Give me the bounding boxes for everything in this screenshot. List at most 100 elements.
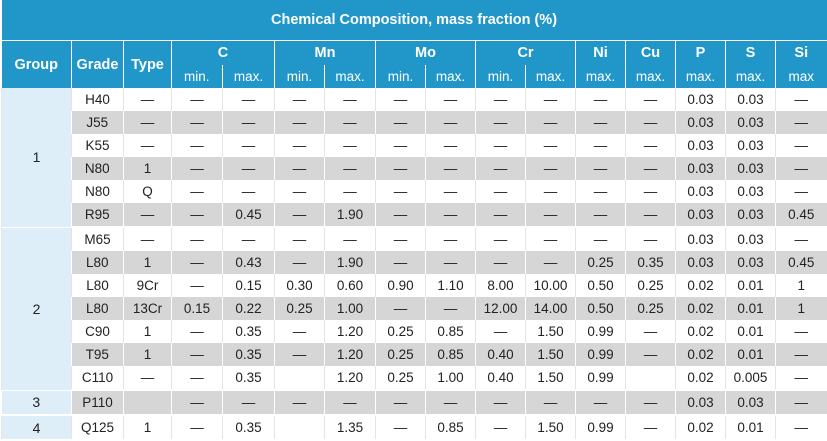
- value-cell: —: [274, 134, 325, 157]
- value-cell: —: [222, 111, 275, 134]
- value-cell: —: [475, 111, 526, 134]
- value-cell: —: [171, 320, 223, 343]
- value-cell: 12.00: [475, 297, 526, 320]
- table-row: R95— —0.45—1.90— — — — — —0.03 0.03 0.45: [2, 203, 827, 228]
- table-row: C110— —0.35 1.20 0.25 1.00 0.40 1.50 0.99 0.02 0.…: [2, 366, 827, 391]
- value-cell: 0.02: [675, 343, 726, 366]
- value-cell: —: [475, 157, 526, 180]
- value-cell: 1.00: [425, 366, 476, 391]
- value-cell: —: [274, 320, 325, 343]
- value-cell: —: [274, 390, 325, 416]
- mn-min-header: min.: [274, 65, 325, 88]
- value-cell: —: [575, 111, 626, 134]
- value-cell: 0.01: [725, 274, 776, 297]
- value-cell: —: [525, 134, 576, 157]
- type-cell: —: [123, 88, 172, 111]
- value-cell: 10.00: [525, 274, 576, 297]
- value-cell: 0.25: [625, 297, 676, 320]
- grade-header: Grade: [71, 40, 124, 88]
- ni-max-header: max.: [575, 65, 626, 88]
- value-cell: —: [475, 180, 526, 203]
- group-cell: 4: [1, 415, 72, 441]
- value-cell: 0.03: [675, 390, 726, 416]
- value-cell: —: [171, 134, 223, 157]
- value-cell: —: [425, 111, 476, 134]
- value-cell: —: [425, 203, 476, 228]
- value-cell: —: [425, 134, 476, 157]
- element-header-si: Si: [774, 40, 827, 65]
- value-cell: —: [425, 157, 476, 180]
- value-cell: 0.40: [475, 366, 526, 391]
- grade-cell: L80: [71, 251, 124, 274]
- value-cell: —: [625, 134, 676, 157]
- value-cell: 14.00: [525, 297, 576, 320]
- s-max-header: max.: [725, 65, 776, 88]
- value-cell: —: [575, 390, 626, 416]
- cr-min-header: min.: [475, 65, 526, 88]
- value-cell: —: [575, 134, 626, 157]
- value-cell: —: [525, 111, 576, 134]
- value-cell: 0.02: [675, 415, 726, 441]
- value-cell: 1.20: [324, 366, 376, 391]
- value-cell: —: [222, 180, 275, 203]
- type-cell: 1: [123, 320, 172, 343]
- value-cell: —: [774, 157, 827, 180]
- value-cell: —: [222, 157, 275, 180]
- value-cell: 0.03: [675, 227, 726, 251]
- value-cell: —: [625, 180, 676, 203]
- type-cell: 1: [123, 343, 172, 366]
- value-cell: 0.50: [575, 274, 626, 297]
- value-cell: 0.03: [725, 111, 776, 134]
- element-header-s: S: [725, 40, 776, 65]
- grade-cell: K55: [71, 134, 124, 157]
- value-cell: 0.45: [774, 203, 827, 228]
- value-cell: 0.15: [222, 274, 275, 297]
- value-cell: 0.45: [774, 251, 827, 274]
- mo-max-header: max.: [425, 65, 476, 88]
- value-cell: 0.02: [675, 320, 726, 343]
- value-cell: —: [774, 111, 827, 134]
- value-cell: 0.35: [625, 251, 676, 274]
- value-cell: —: [274, 251, 325, 274]
- table-row: C90 1—0.35—1.20 0.25 0.85—1.50 0.99—0.02 0.01…: [2, 320, 827, 343]
- value-cell: —: [575, 157, 626, 180]
- value-cell: 0.25: [375, 320, 426, 343]
- grade-cell: Q125: [71, 415, 124, 441]
- value-cell: —: [375, 227, 426, 251]
- value-cell: 0.90: [375, 274, 426, 297]
- value-cell: —: [475, 390, 526, 416]
- value-cell: 0.03: [675, 157, 726, 180]
- value-cell: —: [324, 134, 376, 157]
- table-row: 4 Q125 1—0.35 1.35—0.85—1.50 0.99—0.02 0.01—: [1, 415, 827, 441]
- group-cell: 1: [1, 88, 72, 228]
- value-cell: 0.03: [725, 390, 776, 416]
- element-header-cu: Cu: [625, 40, 676, 65]
- element-header-ni: Ni: [575, 40, 626, 65]
- table-row: T95 1—0.35—1.20 0.25 0.85 0.40 1.50 0.99—0.02 0…: [2, 343, 827, 366]
- value-cell: 0.03: [725, 88, 776, 111]
- value-cell: —: [525, 251, 576, 274]
- value-cell: 0.01: [725, 415, 776, 441]
- element-header-p: P: [675, 40, 726, 65]
- table-row: N80 1— — — — — — — — — —0.03 0.03—: [2, 157, 827, 180]
- type-cell: —: [123, 227, 172, 251]
- value-cell: —: [274, 203, 325, 228]
- value-cell: —: [375, 157, 426, 180]
- c-min-header: min.: [171, 65, 223, 88]
- value-cell: 0.03: [725, 227, 776, 251]
- value-cell: —: [525, 157, 576, 180]
- value-cell: 0.03: [725, 203, 776, 228]
- cu-max-header: max.: [625, 65, 676, 88]
- value-cell: —: [625, 203, 676, 228]
- type-header: Type: [123, 40, 172, 88]
- value-cell: —: [425, 88, 476, 111]
- value-cell: —: [171, 415, 223, 441]
- si-max-header: max: [774, 65, 827, 88]
- value-cell: —: [324, 111, 376, 134]
- value-cell: —: [274, 343, 325, 366]
- table-row: L80 9Cr —0.15 0.30 0.60 0.90 1.10 8.00 10.00 0.50…: [2, 274, 827, 297]
- value-cell: —: [425, 180, 476, 203]
- value-cell: 0.99: [575, 415, 626, 441]
- value-cell: 0.99: [575, 320, 626, 343]
